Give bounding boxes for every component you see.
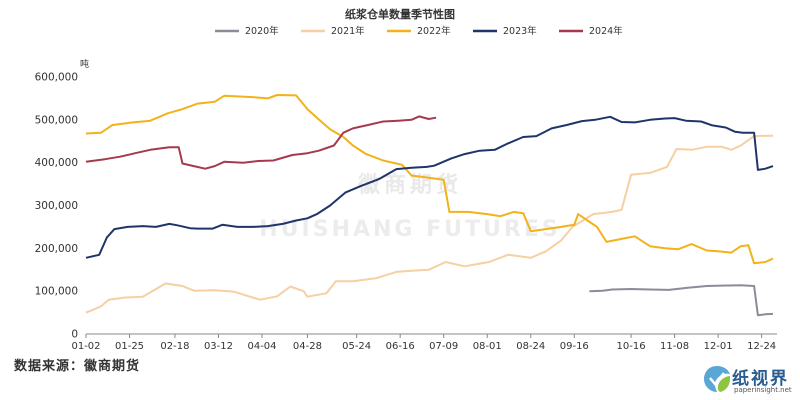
x-tick-label: 10-16: [617, 341, 646, 352]
x-tick-label: 11-08: [660, 341, 689, 352]
series-line-2022: [85, 94, 774, 265]
watermark-en: HUISHANG FUTURES: [259, 217, 560, 242]
legend: 2020年 2021年 2022年 2023年 2024年: [215, 25, 623, 37]
y-tick-label: 0: [71, 329, 78, 341]
series-line-2020: [589, 284, 774, 317]
x-tick-label: 04-28: [293, 341, 322, 352]
x-tick-label: 12-01: [704, 341, 733, 352]
logo-icon: [704, 366, 730, 392]
chart-title: 纸浆仓单数量季节性图: [345, 7, 455, 21]
series-layer: [85, 94, 774, 317]
legend-label: 2024年: [589, 25, 623, 37]
x-tick-label: 07-09: [429, 341, 458, 352]
y-tick-label: 600,000: [35, 72, 78, 84]
x-tick-label: 09-16: [560, 341, 589, 352]
watermark-cn: 徽商期货: [357, 172, 462, 198]
y-axis: 0 100,000 200,000 300,000 400,000 500,000 600,…: [35, 72, 78, 341]
y-tick-label: 200,000: [35, 243, 78, 255]
y-axis-unit-label: 吨: [80, 58, 89, 70]
series-line-2024: [85, 115, 437, 170]
series-line-2023: [85, 115, 774, 259]
x-tick-label: 05-24: [342, 341, 371, 352]
y-tick-label: 500,000: [35, 114, 78, 126]
x-tick-label: 01-25: [115, 341, 144, 352]
x-tick-label: 06-16: [386, 341, 415, 352]
source-note: 数据来源：徽商期货: [14, 359, 141, 374]
x-tick-label: 04-04: [247, 341, 276, 352]
x-tick-label: 08-24: [516, 341, 545, 352]
x-tick-label: 01-02: [71, 341, 100, 352]
x-axis: 01-02 01-25 02-18 03-12 04-04 04-28 05-24 06-16…: [71, 333, 777, 352]
legend-label: 2021年: [331, 25, 365, 37]
x-tick-label: 02-18: [160, 341, 189, 352]
legend-label: 2020年: [245, 25, 279, 37]
legend-label: 2023年: [503, 25, 537, 37]
y-tick-label: 400,000: [35, 157, 78, 169]
x-tick-label: 03-12: [204, 341, 233, 352]
logo-url: paperinsight.net: [734, 386, 792, 394]
paperinsight-logo: 纸视界 paperinsight.net: [700, 362, 798, 398]
logo-text: 纸视界: [732, 369, 789, 389]
y-tick-label: 300,000: [35, 200, 78, 212]
x-tick-label: 12-24: [747, 341, 776, 352]
x-tick-label: 08-01: [473, 341, 502, 352]
series-line-2021: [85, 134, 774, 314]
y-tick-label: 100,000: [35, 286, 78, 298]
legend-label: 2022年: [417, 25, 451, 37]
